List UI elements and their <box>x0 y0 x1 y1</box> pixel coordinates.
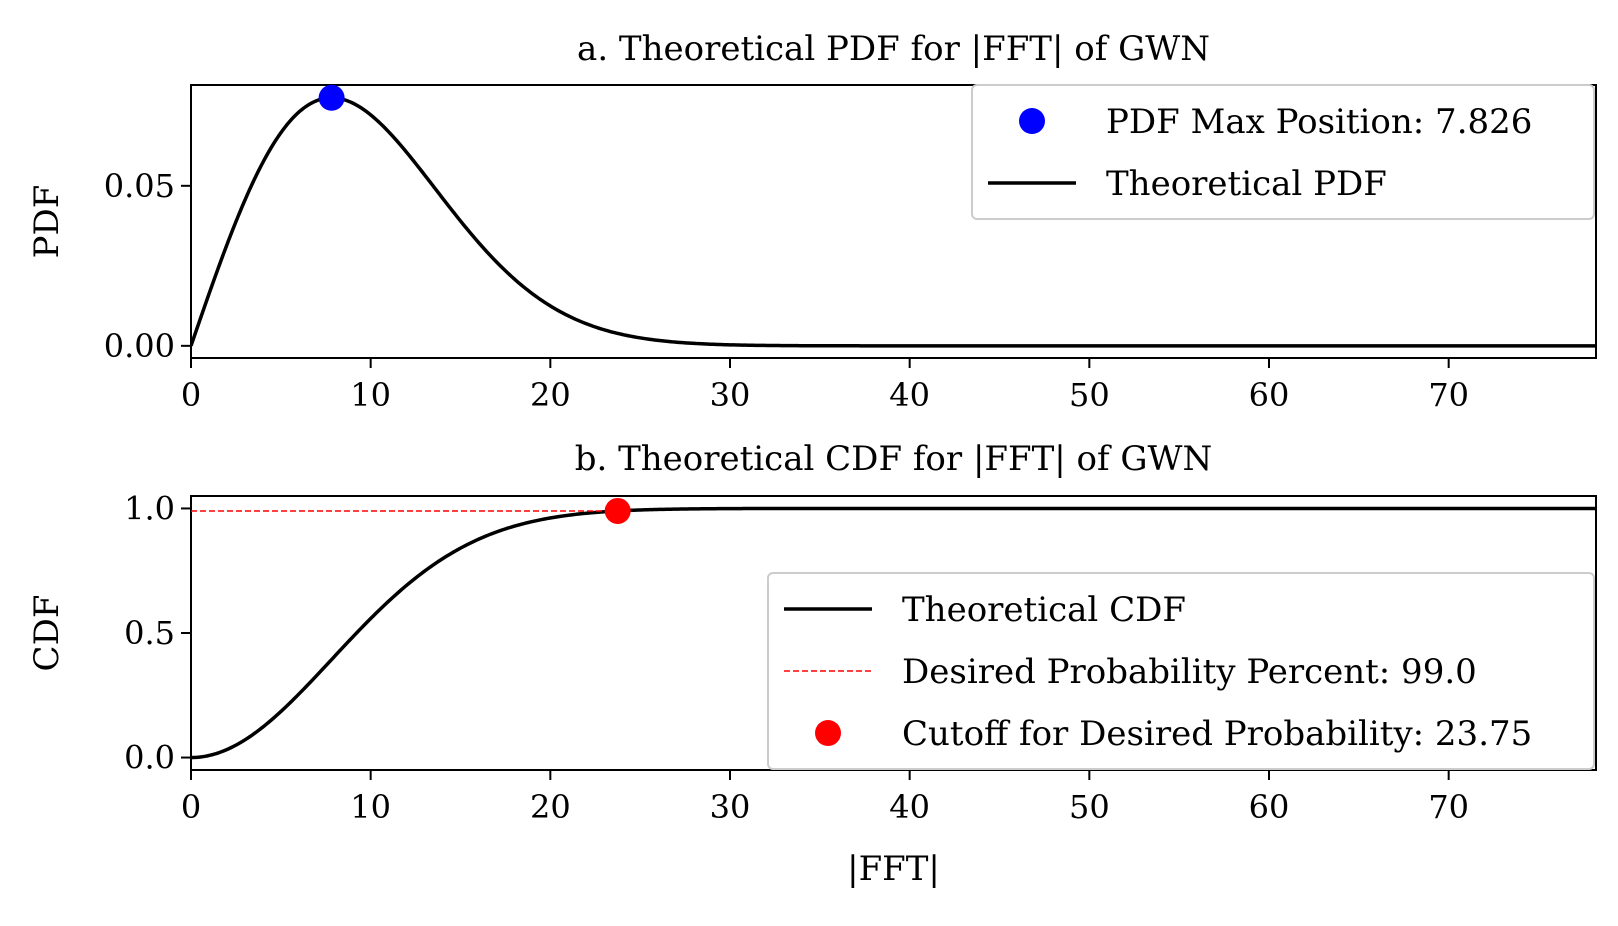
legend-label: PDF Max Position: 7.826 <box>1106 102 1532 142</box>
x-tick-label: 30 <box>710 376 751 414</box>
x-tick-label: 50 <box>1069 376 1110 414</box>
legend-box <box>971 84 1595 220</box>
y-tick-label: 0.05 <box>104 167 175 205</box>
cdf-curve <box>191 506 1596 760</box>
axes-frame <box>190 84 1597 359</box>
panel-title: b. Theoretical CDF for |FFT| of GWN <box>575 439 1213 479</box>
x-tick-label: 50 <box>1069 788 1110 826</box>
legend-label: Theoretical PDF <box>1106 164 1387 204</box>
legend-label: Desired Probability Percent: 99.0 <box>902 652 1477 692</box>
y-tick-label: 0.5 <box>124 614 175 652</box>
x-axis-label: |FFT| <box>847 849 940 889</box>
pdf-panel: a. Theoretical PDF for |FFT| of GWN 0 10 20… <box>27 29 1597 414</box>
x-tick-label: 10 <box>350 788 391 826</box>
plot-area <box>191 96 1596 348</box>
legend-marker <box>1019 108 1045 134</box>
legend-label: Cutoff for Desired Probability: 23.75 <box>902 714 1532 754</box>
x-tick-label: 0 <box>181 788 201 826</box>
cutoff-point <box>604 497 631 524</box>
x-tick-label: 20 <box>530 788 571 826</box>
x-tick-label: 20 <box>530 376 571 414</box>
panel-title: a. Theoretical PDF for |FFT| of GWN <box>577 29 1210 69</box>
y-tick-label: 0.0 <box>124 739 175 777</box>
pdf-curve <box>191 96 1596 348</box>
x-tick-label: 10 <box>350 376 391 414</box>
x-tick-label: 0 <box>181 376 201 414</box>
legend: PDF Max Position: 7.826 Theoretical PDF <box>971 84 1595 220</box>
x-tick-label: 60 <box>1249 788 1290 826</box>
x-tick-label: 60 <box>1249 376 1290 414</box>
cdf-panel: b. Theoretical CDF for |FFT| of GWN 0 10 20… <box>27 439 1597 889</box>
y-axis-label: PDF <box>27 185 67 259</box>
legend-box <box>767 572 1595 770</box>
legend-label: Theoretical CDF <box>902 590 1186 630</box>
x-tick-label: 70 <box>1428 788 1469 826</box>
plot-area <box>191 506 1596 760</box>
y-axis-label: CDF <box>27 595 67 672</box>
y-tick-label: 0.00 <box>104 327 175 365</box>
y-tick-label: 1.0 <box>124 489 175 527</box>
legend: Theoretical CDF Desired Probability Perce… <box>767 572 1595 770</box>
legend-marker <box>815 720 841 746</box>
x-tick-label: 30 <box>710 788 751 826</box>
x-tick-label: 70 <box>1428 376 1469 414</box>
pdf-max-point <box>318 84 345 111</box>
x-tick-label: 40 <box>889 376 930 414</box>
x-tick-label: 40 <box>889 788 930 826</box>
